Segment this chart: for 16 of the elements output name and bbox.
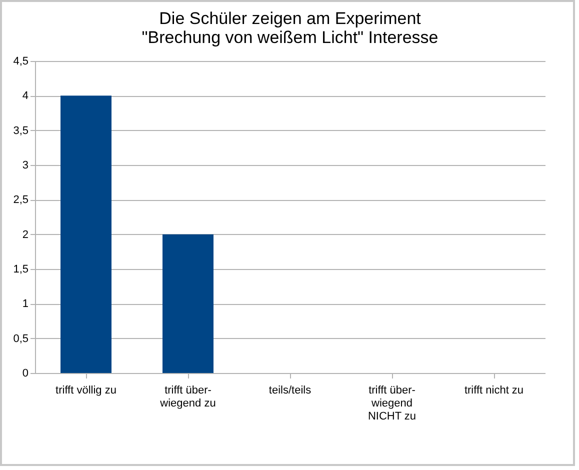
y-tick-label: 2 (22, 228, 28, 241)
chart-title: Die Schüler zeigen am Experiment "Brechung von weißem Licht" Interesse (142, 9, 438, 47)
y-tick-label: 0 (22, 368, 28, 380)
y-tick-label: 1,5 (13, 264, 28, 276)
y-tick-label: 4 (22, 90, 28, 102)
y-tick-label: 3 (22, 160, 28, 172)
y-tick-label: 1 (22, 298, 28, 310)
x-tick-label: trifft völlig zu (56, 384, 116, 396)
y-tick-label: 0,5 (13, 332, 28, 345)
x-tick-label: trifft über- wiegend zu (159, 384, 216, 410)
x-tick-label: trifft nicht zu (464, 384, 524, 396)
y-tick-label: 2,5 (13, 194, 28, 206)
y-tick-label: 3,5 (13, 124, 28, 137)
y-tick-label: 4,5 (13, 56, 28, 68)
x-tick-label: teils/teils (268, 384, 312, 396)
x-tick-label: trifft über- wiegend NICHT zu (368, 384, 416, 422)
